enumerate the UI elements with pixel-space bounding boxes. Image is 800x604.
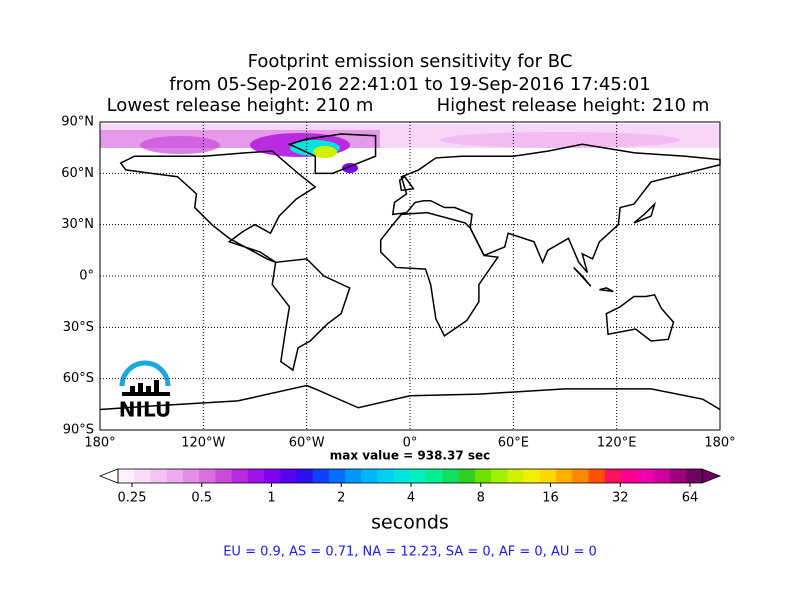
colorbar-segment	[523, 469, 541, 483]
colorbar-tick-label: 2	[337, 491, 345, 506]
colorbar-tick-label: 0.5	[191, 491, 212, 506]
colorbar-segment	[231, 469, 249, 483]
colorbar-segment	[134, 469, 151, 483]
coastline	[398, 175, 415, 192]
release-high: Highest release height: 210 m	[437, 95, 710, 116]
colorbar-segment	[669, 469, 687, 483]
lon-tick-label: 180°	[704, 436, 735, 451]
coastline	[119, 150, 317, 264]
lat-tick-label: 60°N	[61, 166, 94, 181]
colorbar-segment	[199, 469, 216, 483]
colorbar-segment	[637, 469, 654, 483]
lon-tick-label: 0°	[403, 436, 418, 451]
region-stats: EU = 0.9, AS = 0.71, NA = 12.23, SA = 0,…	[223, 545, 597, 560]
lat-tick-label: 90°N	[61, 115, 94, 130]
colorbar-segment	[182, 469, 200, 483]
colorbar-segment	[280, 469, 297, 483]
colorbar-tick-label: 1	[267, 491, 275, 506]
colorbar-segment	[474, 469, 492, 483]
lat-tick-label: 30°N	[61, 217, 94, 232]
lon-tick-label: 60°E	[498, 436, 529, 451]
colorbar-tick-label: 32	[612, 491, 629, 506]
lon-tick-label: 120°W	[181, 436, 225, 451]
colorbar-segment	[377, 469, 395, 483]
colorbar-label: seconds	[371, 512, 449, 534]
lat-tick-label: 0°	[79, 269, 94, 284]
colorbar-segment	[247, 469, 265, 483]
colorbar-segment	[507, 469, 525, 483]
colorbar-segment	[588, 469, 606, 483]
colorbar-segment	[328, 469, 346, 483]
coastline	[599, 287, 614, 293]
colorbar-segment	[572, 469, 589, 483]
lat-tick-label: 30°S	[63, 320, 94, 335]
title: Footprint emission sensitivity for BC	[248, 51, 573, 72]
colorbar-segment	[442, 469, 460, 483]
lon-tick-label: 60°W	[289, 436, 325, 451]
colorbar-segment	[296, 469, 314, 483]
colorbar-segment	[166, 469, 184, 483]
colorbar-segment	[264, 469, 281, 483]
title: from 05-Sep-2016 22:41:01 to 19-Sep-2016…	[169, 74, 651, 95]
colorbar-segment	[215, 469, 233, 483]
logo: NILU	[119, 360, 171, 422]
colorbar-segment	[604, 469, 622, 483]
release-low: Lowest release height: 210 m	[107, 95, 374, 116]
colorbar-tick-label: 16	[542, 491, 559, 506]
lon-tick-label: 180°	[84, 436, 115, 451]
lat-tick-label: 60°S	[63, 371, 94, 386]
colorbar-segment	[426, 469, 443, 483]
colorbar-segment	[685, 469, 703, 483]
colorbar-frame	[117, 468, 703, 484]
colorbar-tick-label: 0.25	[118, 491, 147, 506]
coastlines	[99, 133, 721, 411]
colorbar-segment	[556, 469, 573, 483]
coastline	[379, 211, 500, 337]
colorbar-segment	[620, 469, 638, 483]
coastline	[271, 258, 351, 372]
coastline	[391, 143, 721, 274]
colorbar-segment	[150, 469, 168, 483]
coastline	[573, 266, 592, 287]
colorbar-segment	[410, 469, 427, 483]
colorbar-segment	[653, 469, 671, 483]
lon-tick-label: 120°E	[597, 436, 637, 451]
colorbar-segment	[118, 469, 135, 483]
colorbar-segment	[539, 469, 557, 483]
colorbar-tick-label: 64	[682, 491, 699, 506]
coastline	[633, 201, 657, 224]
colorbar-tick-label: 8	[477, 491, 485, 506]
colorbar-segment	[491, 469, 508, 483]
colorbar-segment	[345, 469, 362, 483]
max-value: max value = 938.37 sec	[330, 449, 491, 463]
coastline	[605, 293, 675, 342]
colorbar-segment	[361, 469, 379, 483]
lat-tick-label: 90°S	[63, 423, 94, 438]
coastline	[99, 384, 721, 411]
logo-text: NILU	[119, 398, 171, 422]
colorbar-tick-label: 4	[407, 491, 415, 506]
colorbar-segment	[393, 469, 411, 483]
colorbar-segment	[458, 469, 476, 483]
colorbar-segment	[312, 469, 330, 483]
